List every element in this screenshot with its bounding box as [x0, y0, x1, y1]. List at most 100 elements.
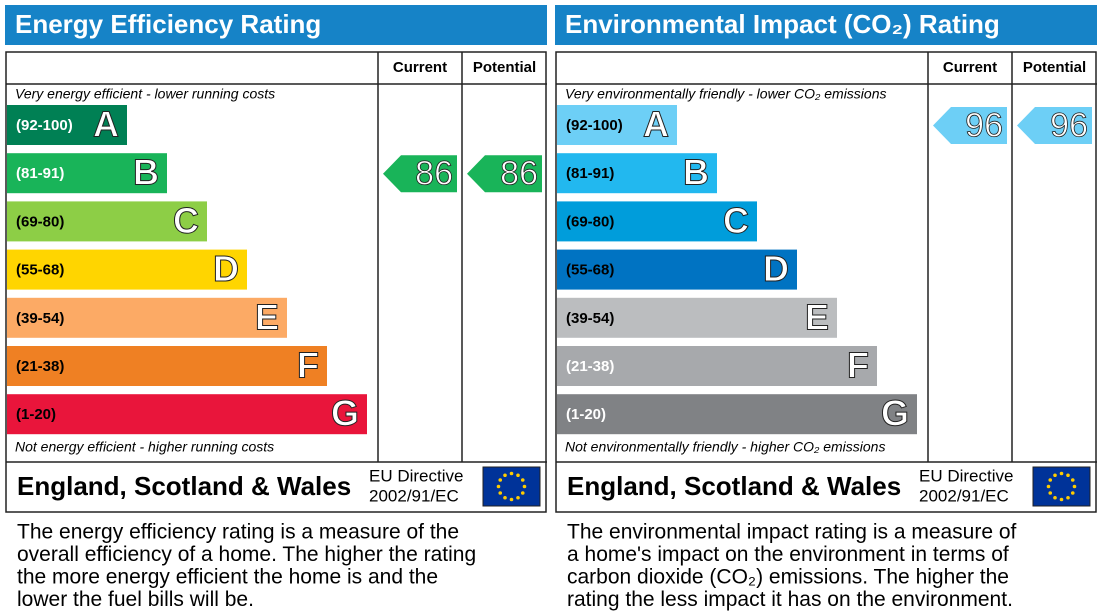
rating-band	[7, 346, 327, 386]
flag-star	[498, 491, 503, 495]
directive: 2002/91/EC	[369, 486, 459, 505]
band-range: (1-20)	[16, 406, 56, 423]
rating-band	[7, 394, 367, 435]
rating-band	[7, 153, 167, 194]
description: The environmental impact rating is a mea…	[567, 521, 1017, 544]
band-letter: C	[173, 200, 199, 241]
flag-star	[1048, 478, 1053, 482]
flag-star	[522, 484, 527, 489]
band-range: (81-91)	[16, 165, 64, 182]
top-note: Very energy efficient - lower running co…	[15, 86, 275, 102]
flag-star	[1046, 484, 1051, 489]
flag-star	[1070, 478, 1075, 482]
band-range: (21-38)	[16, 358, 64, 375]
band-letter: B	[683, 152, 709, 193]
directive: EU Directive	[919, 466, 1013, 485]
description: The energy efficiency rating is a measur…	[17, 521, 459, 544]
rating-band	[557, 346, 877, 386]
panel-title: Environmental Impact (CO₂) Rating	[565, 9, 1000, 39]
bottom-note: Not energy efficient - higher running co…	[15, 439, 274, 455]
flag-star	[509, 497, 514, 502]
band-range: (39-54)	[16, 310, 64, 327]
flag-star	[1070, 491, 1075, 495]
band-letter: D	[763, 248, 789, 289]
column-header: Current	[393, 59, 447, 76]
frame	[5, 51, 547, 513]
flag-star	[1066, 495, 1070, 500]
band-letter: G	[881, 393, 909, 434]
band-letter: F	[297, 345, 319, 386]
region: England, Scotland & Wales	[567, 471, 901, 501]
flag-star	[503, 495, 507, 500]
header-bar	[555, 5, 1097, 45]
band-range: (21-38)	[566, 358, 614, 375]
band-range: (69-80)	[16, 213, 64, 230]
flag-star	[496, 484, 501, 489]
flag-star	[498, 478, 503, 482]
rating-band	[557, 201, 757, 242]
rating-value: 96	[965, 106, 1003, 144]
description: overall efficiency of a home. The higher…	[17, 543, 476, 566]
panel-title: Energy Efficiency Rating	[15, 9, 321, 39]
band-range: (92-100)	[566, 117, 623, 134]
band-range: (1-20)	[566, 406, 606, 423]
description: the more energy efficient the home is an…	[17, 566, 438, 589]
rating-band	[7, 201, 207, 242]
rating-band	[557, 297, 837, 338]
rating-value: 86	[415, 155, 453, 193]
rating-band	[557, 249, 797, 290]
frame	[555, 51, 1097, 513]
rating-arrow	[383, 155, 457, 193]
flag-star	[1072, 484, 1077, 489]
rating-arrow	[467, 155, 542, 193]
band-range: (55-68)	[566, 262, 614, 279]
column-header: Current	[943, 59, 997, 76]
header-bar	[5, 5, 547, 45]
flag-star	[1066, 473, 1070, 478]
column-header: Potential	[473, 59, 536, 76]
rating-value: 96	[1050, 106, 1088, 144]
band-range: (69-80)	[566, 213, 614, 230]
band-letter: F	[847, 345, 869, 386]
flag-star	[1053, 495, 1057, 500]
flag-star	[516, 495, 520, 500]
region: England, Scotland & Wales	[17, 471, 351, 501]
flag-star	[520, 478, 525, 482]
band-range: (39-54)	[566, 310, 614, 327]
flag-star	[1053, 473, 1057, 478]
description: lower the fuel bills will be.	[17, 588, 254, 611]
rating-value: 86	[500, 155, 538, 193]
band-letter: G	[331, 393, 359, 434]
band-letter: B	[133, 152, 159, 193]
directive: EU Directive	[369, 466, 463, 485]
band-letter: A	[93, 104, 119, 145]
bottom-note: Not environmentally friendly - higher CO…	[565, 439, 885, 455]
rating-arrow	[933, 107, 1007, 144]
rating-arrow	[1017, 107, 1092, 144]
directive: 2002/91/EC	[919, 486, 1009, 505]
description: a home's impact on the environment in te…	[567, 543, 1009, 566]
column-header: Potential	[1023, 59, 1086, 76]
band-range: (81-91)	[566, 165, 614, 182]
band-range: (92-100)	[16, 117, 73, 134]
description: carbon dioxide (CO₂) emissions. The high…	[567, 566, 1009, 589]
band-letter: C	[723, 200, 749, 241]
band-letter: E	[255, 296, 279, 337]
flag-star	[1059, 471, 1064, 476]
flag-star	[509, 471, 514, 476]
band-letter: D	[213, 248, 239, 289]
rating-band	[7, 249, 247, 290]
rating-band	[557, 105, 677, 145]
band-letter: E	[805, 296, 829, 337]
description: rating the less impact it has on the env…	[567, 588, 1013, 611]
flag-star	[516, 473, 520, 478]
flag-star	[520, 491, 525, 495]
band-range: (55-68)	[16, 262, 64, 279]
top-note: Very environmentally friendly - lower CO…	[565, 86, 886, 102]
band-letter: A	[643, 104, 669, 145]
flag-star	[503, 473, 507, 478]
rating-band	[7, 297, 287, 338]
flag-star	[1059, 497, 1064, 502]
rating-band	[7, 105, 127, 145]
